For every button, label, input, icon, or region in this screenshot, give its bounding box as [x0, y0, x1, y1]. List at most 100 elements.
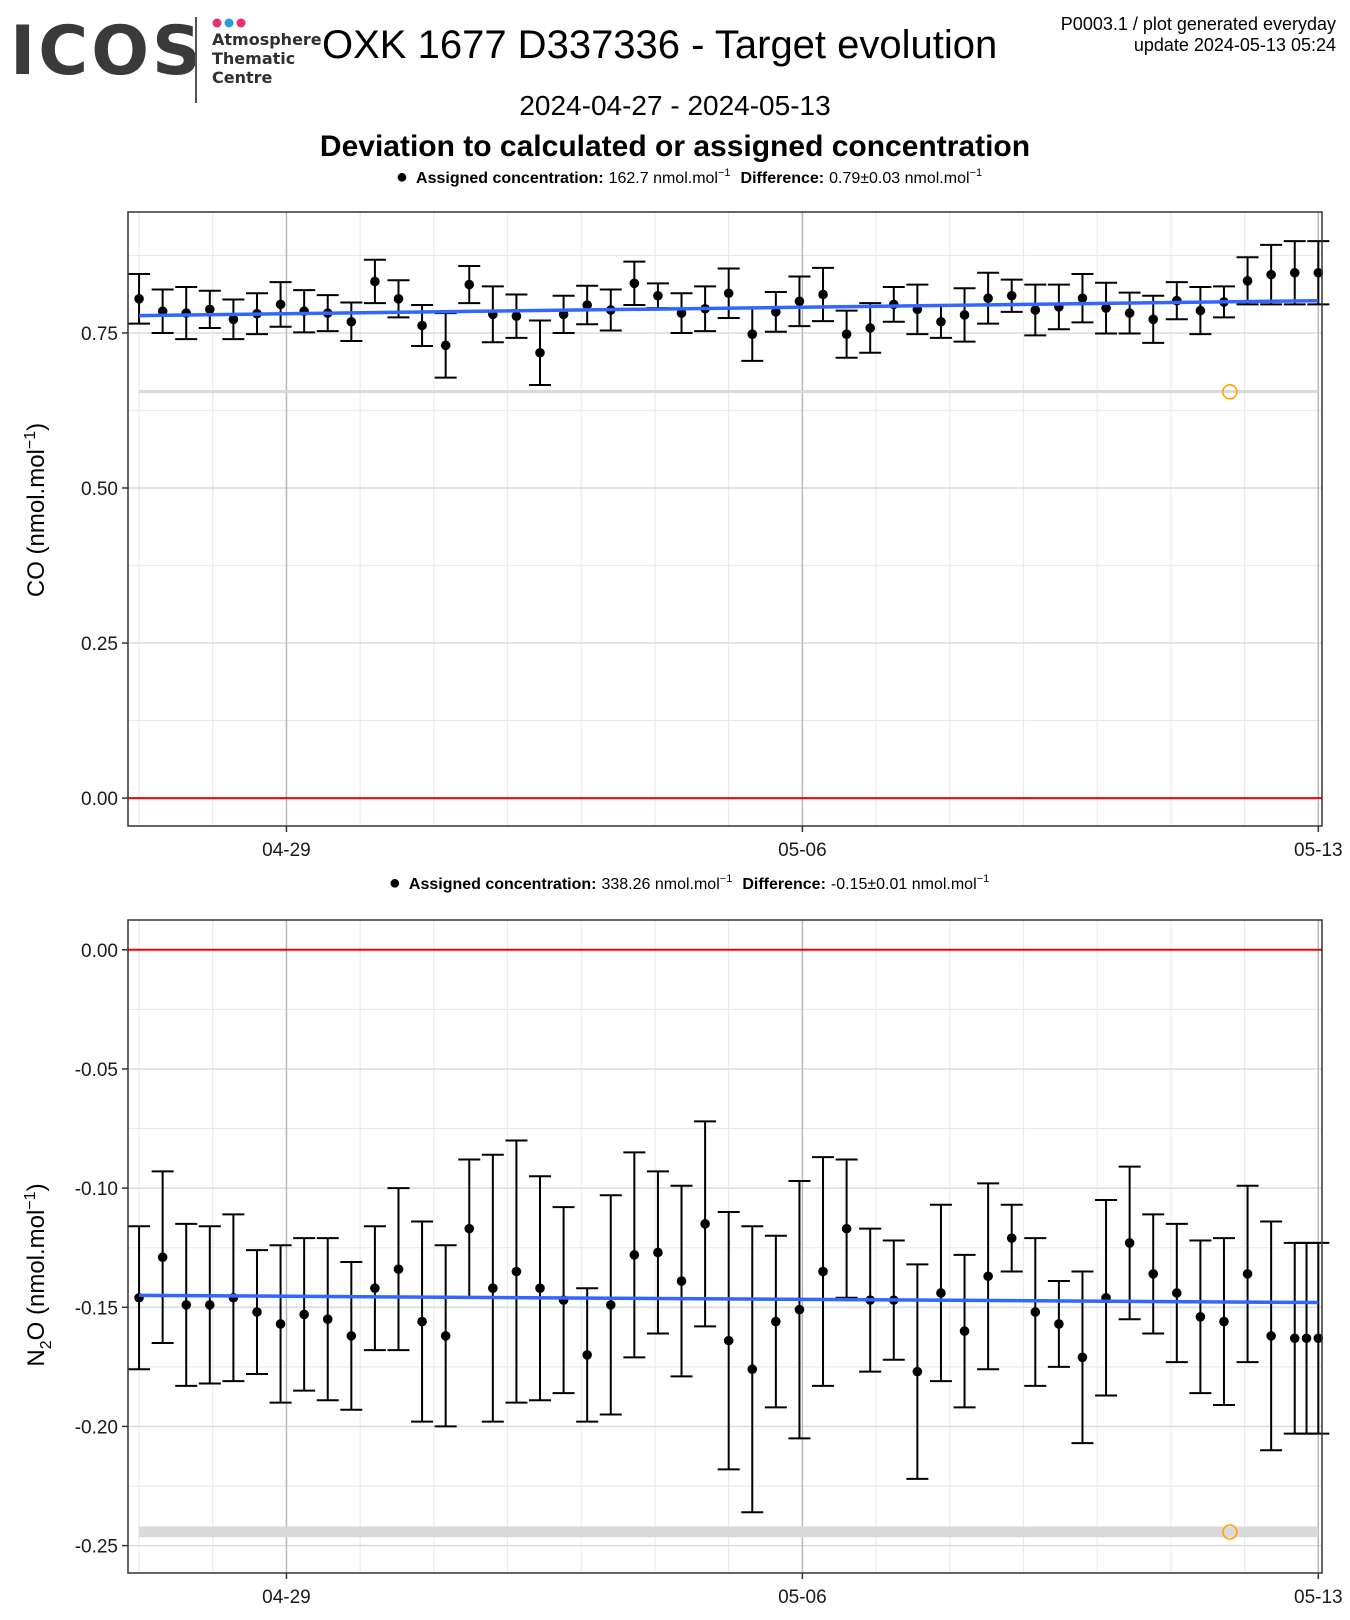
- co-data-point: [340, 301, 363, 343]
- co-legend-dot: ●: [396, 166, 408, 188]
- n2o-x-tick-label: 05-06: [778, 1587, 827, 1608]
- date-range: 2024-04-27 - 2024-05-13: [519, 90, 831, 121]
- co-data-point: [1024, 283, 1047, 337]
- n2o-point: [393, 1264, 404, 1274]
- co-point: [1148, 314, 1159, 325]
- n2o-point: [771, 1316, 781, 1327]
- n2o-data-point: [316, 1237, 339, 1402]
- n2o-point: [818, 1266, 828, 1277]
- co-data-point: [576, 284, 599, 326]
- n2o-point: [205, 1300, 215, 1310]
- co-point: [747, 329, 758, 339]
- co-point: [794, 296, 805, 307]
- co-data-point: [788, 275, 811, 328]
- n2o-data-point: [929, 1203, 952, 1383]
- n2o-x-tick-label: 04-29: [262, 1587, 311, 1608]
- n2o-data-point: [953, 1253, 976, 1409]
- n2o-legend-diff-sup: −1: [977, 873, 990, 885]
- n2o-data-point: [340, 1260, 363, 1411]
- n2o-y-tick-label: -0.15: [75, 1298, 118, 1319]
- n2o-data-point: [576, 1287, 599, 1423]
- co-data-point: [269, 281, 292, 328]
- n2o-point: [747, 1364, 758, 1375]
- page-title: OXK 1677 D337336 - Target evolution: [322, 23, 998, 67]
- co-point: [417, 320, 427, 331]
- n2o-y-tick-label: 0.00: [81, 941, 118, 962]
- atc-dot: [224, 18, 234, 28]
- co-point: [1077, 293, 1088, 304]
- n2o-y-tick-label: -0.05: [75, 1060, 118, 1081]
- co-point: [818, 289, 828, 300]
- n2o-data-point: [198, 1225, 221, 1385]
- n2o-data-point: [835, 1158, 858, 1299]
- n2o-point: [582, 1350, 592, 1360]
- n2o-data-point: [434, 1244, 457, 1428]
- n2o-point: [700, 1219, 710, 1229]
- plot-meta-line-2: update 2024-05-13 05:24: [1133, 35, 1336, 56]
- co-point: [134, 294, 144, 304]
- co-point: [1242, 276, 1253, 286]
- n2o-data-point: [623, 1151, 646, 1359]
- co-chart: ● Assigned concentration: 162.7 nmol.mol−1…: [22, 166, 1343, 860]
- co-data-point: [1307, 240, 1330, 306]
- n2o-data-point: [387, 1187, 410, 1352]
- n2o-point: [346, 1331, 357, 1341]
- n2o-data-point: [1307, 1241, 1330, 1435]
- co-x-tick-label: 04-29: [262, 840, 311, 860]
- co-data-point: [1236, 256, 1259, 306]
- co-data-point: [812, 266, 835, 323]
- n2o-point: [983, 1271, 993, 1282]
- co-marker-circle: [1222, 384, 1238, 400]
- co-data-point: [694, 285, 717, 333]
- co-data-point: [363, 258, 386, 305]
- co-point: [629, 278, 640, 289]
- co-point: [771, 307, 781, 317]
- co-data-point: [1071, 273, 1094, 324]
- co-point: [370, 276, 380, 287]
- n2o-point: [322, 1314, 333, 1324]
- n2o-data-point: [717, 1210, 740, 1471]
- co-data-point: [623, 260, 646, 307]
- logo-divider: [195, 17, 197, 103]
- co-x-tick-label: 05-06: [778, 840, 827, 860]
- n2o-point: [676, 1276, 687, 1286]
- co-point: [936, 316, 946, 327]
- n2o-point: [1219, 1316, 1229, 1327]
- n2o-point: [1054, 1319, 1064, 1329]
- n2o-data-point: [505, 1139, 528, 1404]
- n2o-data-point: [1212, 1237, 1235, 1406]
- n2o-point: [1006, 1233, 1017, 1243]
- n2o-chart: ● Assigned concentration: 338.26 nmol.mol−…: [22, 872, 1343, 1608]
- co-point: [511, 311, 522, 321]
- n2o-data-point: [812, 1156, 835, 1387]
- n2o-data-point: [599, 1194, 622, 1416]
- atc-dot: [212, 18, 222, 28]
- n2o-legend-unit-sup: −1: [720, 873, 733, 885]
- n2o-point: [299, 1309, 309, 1320]
- co-legend-unit-sup: −1: [718, 167, 731, 179]
- co-point: [535, 347, 545, 358]
- n2o-point: [1124, 1238, 1135, 1248]
- n2o-y-tick-label: -0.25: [75, 1537, 118, 1558]
- n2o-legend-diff-label: Difference:: [742, 876, 826, 893]
- co-data-point: [717, 267, 740, 320]
- co-point: [1124, 308, 1135, 318]
- co-data-point: [1165, 281, 1188, 321]
- n2o-data-point: [764, 1234, 787, 1409]
- co-y-tick-label: 0.00: [81, 789, 118, 810]
- n2o-data-point: [1260, 1220, 1283, 1452]
- n2o-point: [653, 1247, 663, 1258]
- n2o-point: [511, 1266, 522, 1277]
- n2o-data-point: [529, 1175, 552, 1402]
- n2o-data-point: [481, 1153, 504, 1423]
- n2o-point: [1301, 1333, 1312, 1344]
- n2o-marker-circle: [1222, 1524, 1238, 1540]
- n2o-legend: ● Assigned concentration: 338.26 nmol.mol−…: [389, 872, 989, 894]
- co-trend-line: [139, 298, 1319, 318]
- n2o-data-point: [1189, 1239, 1212, 1395]
- co-point: [983, 293, 993, 304]
- co-data-point: [1000, 278, 1023, 313]
- atc-line-3: Centre: [212, 68, 273, 87]
- co-data-point: [953, 287, 976, 343]
- co-point: [1006, 290, 1017, 301]
